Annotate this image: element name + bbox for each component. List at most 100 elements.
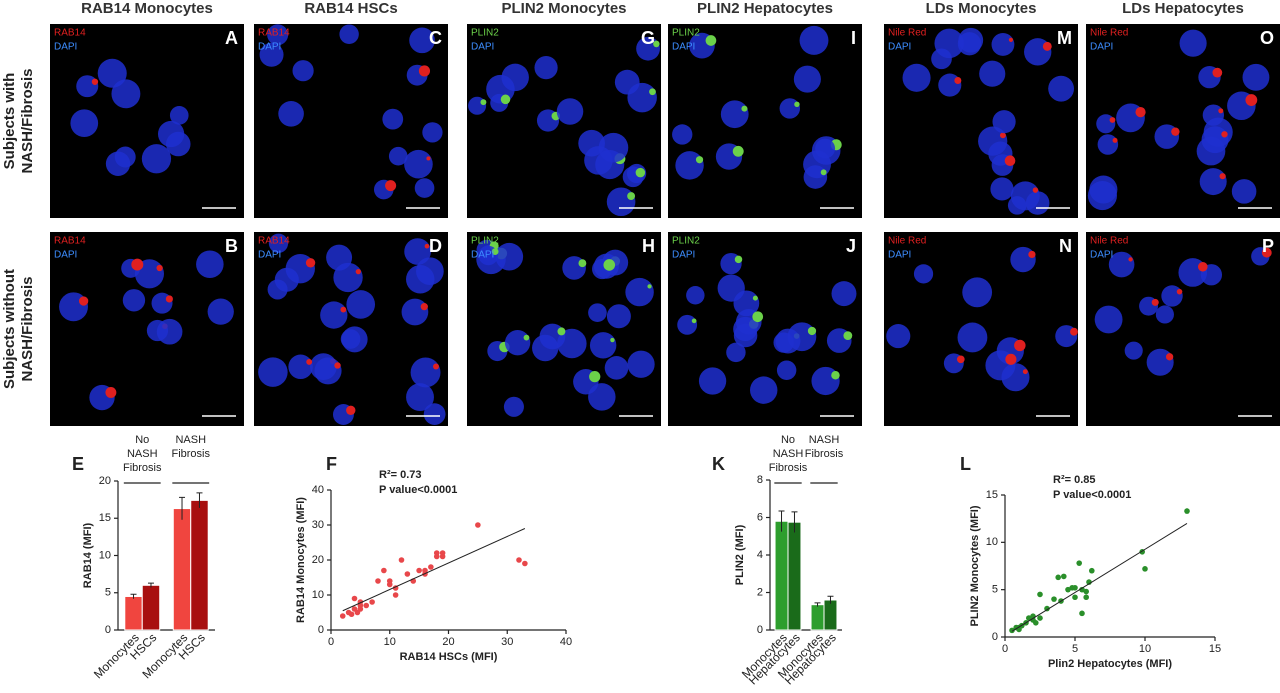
nucleus: [588, 383, 616, 411]
y-axis-label: PLIN2 (MFI): [734, 524, 746, 585]
nucleus: [111, 79, 141, 109]
y-tick-label: 10: [99, 549, 111, 561]
x-tick-label: 0: [1002, 643, 1008, 655]
nucleus: [1146, 348, 1174, 376]
error-bar: [778, 510, 785, 532]
point: [522, 560, 528, 567]
stain-spot: [165, 295, 173, 303]
stain-label: RAB14: [258, 28, 290, 39]
nucleus: [606, 187, 636, 217]
y-tick-label: 0: [757, 624, 763, 636]
bar: [787, 521, 802, 631]
stain-spot: [1042, 41, 1052, 51]
nucleus: [1161, 285, 1183, 307]
stain-spot: [78, 296, 89, 306]
panel-letter: A: [225, 28, 238, 48]
panel-letter: L: [960, 454, 971, 474]
nucleus: [675, 151, 704, 180]
panel-letter: B: [225, 236, 238, 256]
stain-spot: [954, 77, 962, 84]
nucleus: [957, 32, 982, 56]
stain-label: PLIN2: [471, 236, 499, 247]
point: [1044, 605, 1050, 612]
point: [1037, 591, 1043, 598]
y-tick-label: 20: [99, 475, 111, 487]
nucleus: [70, 109, 99, 138]
y-tick-label: 15: [99, 512, 111, 524]
nucleus: [495, 242, 524, 271]
x-tick-label: 20: [442, 636, 454, 648]
annotation: R²= 0.85: [1053, 474, 1096, 486]
stain-label: PLIN2: [672, 236, 700, 247]
nucleus: [288, 354, 313, 380]
stain-label: RAB14: [54, 236, 86, 247]
stain-spot: [305, 258, 316, 268]
nucleus: [404, 149, 433, 179]
bar: [124, 595, 143, 631]
nucleus: [625, 277, 654, 307]
group-label: No NASH Fibrosis: [123, 434, 162, 474]
nucleus: [978, 126, 1008, 156]
nucleus: [346, 290, 376, 319]
fit-line: [1011, 522, 1188, 632]
stain-spot: [131, 258, 144, 271]
point: [1026, 615, 1032, 621]
nucleus: [157, 120, 185, 148]
point: [1072, 594, 1078, 601]
error-bar: [814, 602, 821, 607]
stain-spot: [734, 255, 743, 264]
point: [1033, 620, 1039, 626]
stain-spot: [1004, 155, 1016, 167]
dapi-label: DAPI: [54, 250, 77, 261]
micrograph: [467, 24, 661, 218]
stain-spot: [843, 331, 853, 341]
nucleus: [1199, 168, 1227, 196]
panel-letter: E: [72, 454, 84, 474]
y-axis-label: PLIN2 Monocytes (MFI): [969, 505, 981, 626]
point: [363, 602, 370, 609]
stain-spot: [1245, 94, 1258, 106]
nucleus: [902, 63, 931, 92]
nucleus: [831, 281, 857, 307]
nucleus: [156, 318, 183, 345]
dapi-label: DAPI: [258, 42, 281, 53]
stain-spot: [346, 405, 356, 416]
stain-spot: [1028, 250, 1036, 259]
stain-spot: [831, 371, 840, 380]
stain-label: Nile Red: [1090, 28, 1128, 39]
group-label: No NASH Fibrosis: [769, 434, 808, 474]
nucleus: [1108, 251, 1135, 278]
point: [416, 567, 422, 574]
panel-letter: F: [326, 454, 337, 474]
nucleus: [1010, 246, 1036, 273]
column-title: RAB14 HSCs: [304, 0, 397, 17]
nucleus: [388, 146, 408, 166]
y-tick-label: 6: [757, 511, 763, 523]
nucleus: [196, 250, 224, 279]
nucleus: [258, 357, 288, 387]
fit-line: [342, 528, 526, 612]
stain-spot: [523, 334, 530, 341]
nucleus: [931, 48, 952, 70]
point: [1079, 586, 1085, 593]
nucleus: [423, 403, 446, 425]
stain-spot: [91, 78, 99, 85]
dapi-label: DAPI: [888, 42, 911, 53]
nucleus: [672, 124, 693, 145]
stain-spot: [999, 132, 1006, 139]
panel-letter: D: [429, 236, 442, 256]
stain-spot: [1022, 369, 1028, 375]
panel-letter: I: [851, 28, 856, 48]
nucleus: [409, 27, 435, 54]
stain-spot: [627, 192, 636, 200]
bar: [190, 499, 209, 631]
stain-spot: [355, 268, 361, 275]
point: [428, 564, 434, 570]
panel-letter: N: [1059, 236, 1072, 256]
nucleus: [677, 314, 698, 335]
y-tick-label: 30: [312, 519, 324, 531]
stain-spot: [807, 326, 817, 336]
nucleus: [750, 376, 778, 404]
stain-spot: [105, 387, 117, 398]
error-bar: [791, 511, 798, 533]
